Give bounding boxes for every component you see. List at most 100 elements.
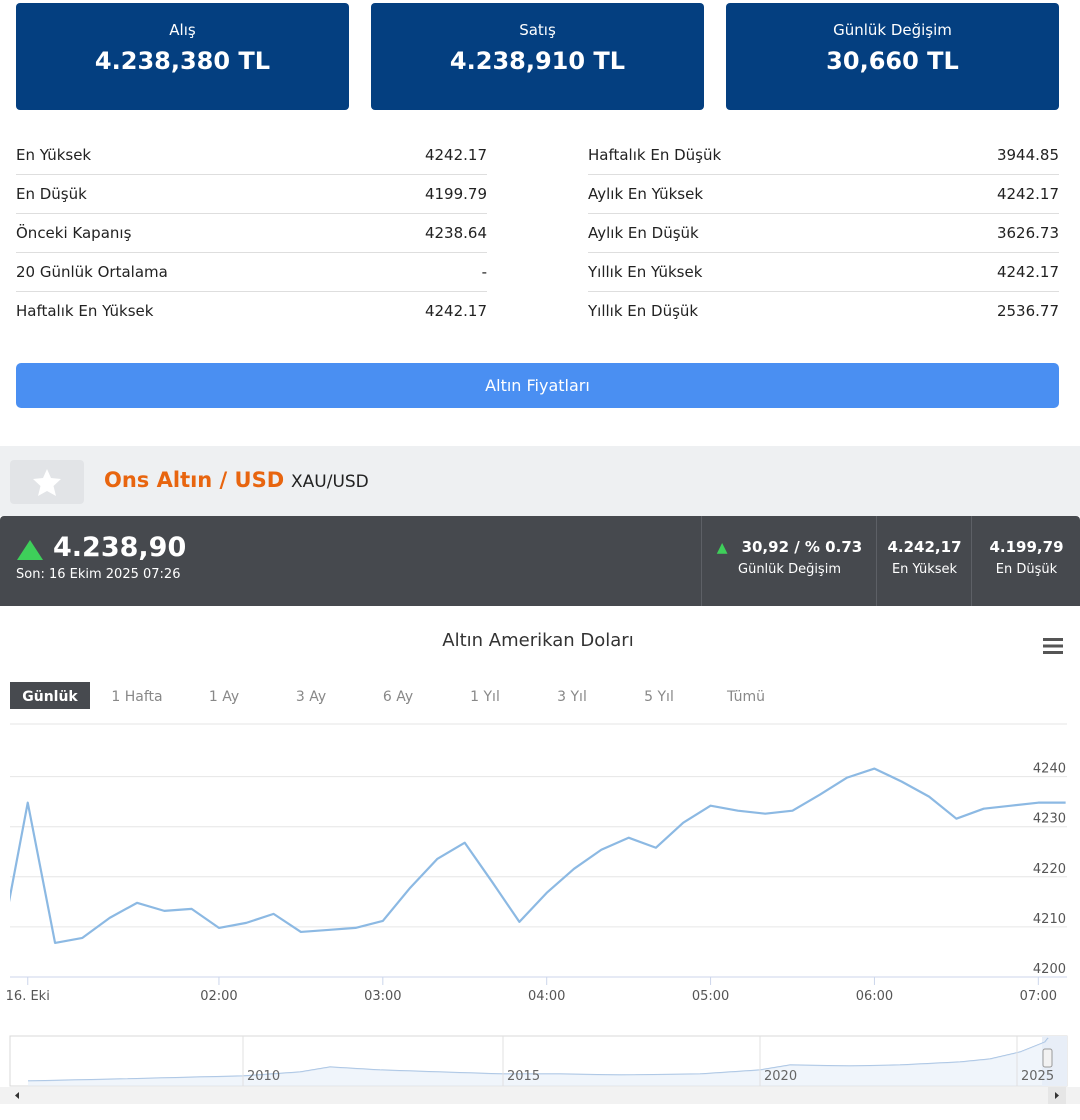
navigator-labels: 2010 2015 2020 2025 — [242, 1036, 1054, 1086]
navigator-label: 2025 — [1021, 1069, 1054, 1084]
menu-bar — [1043, 638, 1063, 641]
series — [10, 767, 1066, 945]
y-tick-label: 4220 — [1033, 862, 1066, 877]
scrollbar[interactable] — [0, 1087, 1080, 1104]
low-cell: 4.199,79 En Düşük — [971, 516, 1080, 606]
navigator-area — [28, 1038, 1048, 1086]
x-tick-label: 02:00 — [200, 989, 237, 1004]
x-tick-label: 03:00 — [364, 989, 401, 1004]
change-text: 30,92 / % 0.73 — [741, 538, 863, 556]
stat-label: Yıllık En Yüksek — [588, 263, 703, 281]
y-tick-label: 4200 — [1033, 962, 1066, 977]
star — [33, 469, 61, 496]
stat-row: Haftalık En Düşük 3944.85 — [588, 136, 1059, 175]
stat-label: Haftalık En Yüksek — [16, 302, 154, 320]
stats-left: En Yüksek 4242.17 En Düşük 4199.79 Önceki Ka… — [16, 136, 487, 330]
change-cell: ▲ 30,92 / % 0.73 Günlük Değişim — [701, 516, 877, 606]
card-label: Alış — [169, 21, 196, 39]
y-tick-label: 4210 — [1033, 912, 1066, 927]
stat-value: 4242.17 — [996, 185, 1059, 203]
card-value: 30,660 TL — [826, 47, 959, 75]
range-button[interactable]: Tümü — [726, 689, 765, 705]
stat-row: Yıllık En Yüksek 4242.17 — [588, 253, 1059, 292]
x-tick-label: 05:00 — [692, 989, 729, 1004]
stat-label: Haftalık En Düşük — [588, 146, 722, 164]
price-line — [10, 767, 1066, 945]
price-card: Günlük Değişim 30,660 TL — [726, 3, 1059, 110]
stat-value: 3626.73 — [996, 224, 1059, 242]
up-arrow — [17, 540, 43, 560]
card-value: 4.238,380 TL — [94, 47, 271, 75]
favorite-button[interactable] — [10, 460, 84, 504]
x-tick-label: 06:00 — [856, 989, 893, 1004]
menu-bar — [1043, 644, 1063, 648]
range-button[interactable]: 3 Ay — [296, 689, 326, 705]
high-label: En Yüksek — [891, 562, 958, 577]
stat-row: Önceki Kapanış 4238.64 — [16, 214, 487, 253]
stat-row: Haftalık En Yüksek 4242.17 — [16, 292, 487, 330]
stat-value: - — [481, 263, 487, 281]
stat-label: En Yüksek — [16, 146, 92, 164]
stat-row: Yıllık En Düşük 2536.77 — [588, 292, 1059, 330]
range-button[interactable]: 5 Yıl — [644, 689, 674, 705]
instrument-name: Ons Altın / USD — [104, 468, 285, 492]
stat-value: 4242.17 — [996, 263, 1059, 281]
triangle — [17, 540, 43, 560]
range-button[interactable]: 1 Ay — [209, 689, 239, 705]
stat-value: 2536.77 — [996, 302, 1059, 320]
range-selected-bg — [10, 682, 90, 709]
stat-row: 20 Günlük Ortalama - — [16, 253, 487, 292]
stat-value: 4199.79 — [424, 185, 487, 203]
x-tick-label: 16. Eki — [6, 989, 50, 1004]
card-label: Satış — [519, 21, 556, 39]
navigator: 2010 2015 2020 2025 — [0, 1035, 1080, 1104]
stat-row: En Yüksek 4242.17 — [16, 136, 487, 175]
stat-label: Aylık En Düşük — [588, 224, 699, 242]
price-card: Alış 4.238,380 TL — [16, 3, 349, 110]
x-tick-label: 07:00 — [1020, 989, 1057, 1004]
stat-label: 20 Günlük Ortalama — [16, 263, 168, 281]
high-cell: 4.242,17 En Yüksek — [876, 516, 972, 606]
stat-label: Yıllık En Düşük — [588, 302, 699, 320]
instrument-symbol: XAU/USD — [291, 472, 369, 492]
change-value: ▲ 30,92 / % 0.73 — [702, 538, 877, 556]
range-button[interactable]: Günlük — [22, 689, 78, 705]
stat-label: Önceki Kapanış — [16, 224, 132, 242]
stat-label: En Düşük — [16, 185, 87, 203]
stat-value: 4242.17 — [424, 146, 487, 164]
last-update: Son: 16 Ekim 2025 07:26 — [16, 567, 181, 582]
stat-value: 4242.17 — [424, 302, 487, 320]
stat-row: Aylık En Yüksek 4242.17 — [588, 175, 1059, 214]
stat-row: En Düşük 4199.79 — [16, 175, 487, 214]
range-button[interactable]: 6 Ay — [383, 689, 413, 705]
menu-bar — [1043, 651, 1063, 654]
chart: Altın Amerikan Doları 420042104220423042… — [0, 630, 1080, 1104]
y-tick-label: 4230 — [1033, 812, 1066, 827]
range-button[interactable]: 3 Yıl — [557, 689, 587, 705]
range-button[interactable]: 1 Yıl — [470, 689, 500, 705]
star-icon — [33, 469, 61, 496]
grid: 4200 4210 4220 4230 4240 16. Eki 02:00 03:00 04:… — [6, 762, 1067, 1004]
stats-right: Haftalık En Düşük 3944.85 Aylık En Yüksek 4… — [588, 136, 1059, 330]
navigator-label: 2015 — [507, 1069, 540, 1084]
ticker-bar: 4.238,90 Son: 16 Ekim 2025 07:26 ▲ 30,92 … — [0, 516, 1080, 606]
high-value: 4.242,17 — [887, 538, 962, 556]
gold-prices-button[interactable]: Altın Fiyatları — [16, 363, 1059, 408]
x-tick-label: 04:00 — [528, 989, 565, 1004]
card-value: 4.238,910 TL — [449, 47, 626, 75]
navigator-handle[interactable] — [1042, 1048, 1053, 1068]
menu-icon[interactable] — [1043, 638, 1063, 654]
up-arrow: ▲ — [716, 540, 728, 556]
instrument-header — [0, 446, 1080, 516]
range-button[interactable]: 1 Hafta — [111, 689, 162, 705]
navigator-label: 2020 — [764, 1069, 797, 1084]
price: 4.238,90 — [53, 532, 187, 563]
card-label: Günlük Değişim — [833, 21, 952, 39]
scroll-left[interactable] — [15, 1092, 19, 1099]
stat-value: 3944.85 — [996, 146, 1059, 164]
scroll-right[interactable] — [1055, 1092, 1059, 1099]
navigator-label: 2010 — [247, 1069, 280, 1084]
stat-label: Aylık En Yüksek — [588, 185, 704, 203]
low-value: 4.199,79 — [989, 538, 1064, 556]
